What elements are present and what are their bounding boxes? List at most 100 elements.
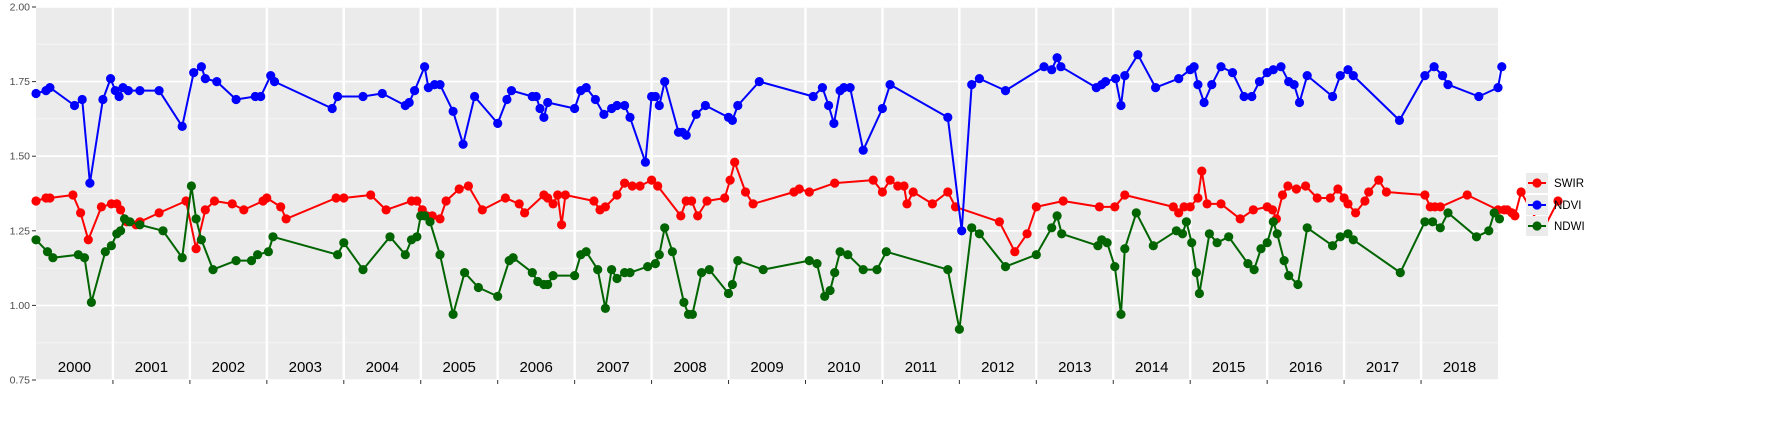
y-tick-label: 1.75 [10, 76, 31, 88]
data-point-ndvi [333, 91, 343, 102]
data-point-ndwi [954, 324, 965, 334]
data-point-ndwi [723, 288, 734, 299]
data-point-ndvi [612, 100, 622, 111]
data-point-ndwi [1243, 259, 1253, 269]
data-point-ndvi [1254, 77, 1265, 87]
data-point-ndvi [1474, 91, 1484, 102]
data-point-ndvi [543, 97, 553, 108]
year-label: 2017 [1366, 359, 1399, 376]
data-point-ndvi [1133, 50, 1143, 60]
data-point-swir [730, 157, 740, 167]
data-point-ndvi [98, 94, 108, 105]
data-point-swir [620, 178, 630, 188]
data-point-swir [653, 181, 663, 191]
data-point-ndwi [643, 262, 653, 272]
data-point-ndwi [186, 181, 196, 191]
data-point-ndvi [625, 112, 635, 122]
data-point-ndvi [581, 83, 591, 93]
data-point-ndvi [733, 100, 743, 111]
data-point-swir [1420, 190, 1430, 200]
data-point-swir [1435, 202, 1445, 212]
data-point-ndwi [881, 247, 891, 257]
data-point-ndvi [531, 91, 541, 102]
data-point-swir [366, 190, 376, 200]
data-point-ndwi [581, 247, 591, 257]
data-point-ndvi [1328, 91, 1338, 102]
data-point-ndwi [820, 291, 830, 301]
data-point-swir [635, 181, 645, 191]
data-point-swir [96, 202, 106, 212]
data-point-ndvi [1335, 71, 1345, 81]
data-point-ndwi [1262, 238, 1272, 248]
data-point-swir [1031, 202, 1041, 212]
data-point-ndvi [754, 77, 764, 87]
data-point-ndwi [158, 226, 168, 236]
data-point-ndvi [1207, 80, 1217, 90]
data-point-ndvi [1443, 80, 1453, 90]
data-point-swir [560, 190, 571, 200]
legend-label-ndwi: NDWI [1554, 221, 1585, 233]
data-point-ndvi [269, 77, 280, 87]
data-point-swir [899, 181, 909, 191]
data-point-swir [720, 193, 730, 203]
data-point-ndvi [957, 226, 967, 236]
data-point-swir [927, 199, 938, 209]
data-point-ndvi [404, 97, 414, 108]
data-point-ndvi [660, 77, 670, 87]
data-point-swir [76, 208, 86, 218]
data-point-ndvi [435, 80, 445, 90]
data-point-ndvi [1101, 77, 1111, 87]
data-point-swir [477, 205, 487, 215]
data-point-ndvi [1000, 86, 1011, 96]
data-point-ndvi [420, 62, 430, 72]
data-point-swir [1058, 196, 1068, 206]
data-point-ndwi [607, 265, 617, 275]
data-point-ndwi [843, 250, 853, 260]
data-point-swir [381, 205, 391, 215]
data-point-swir [520, 208, 530, 218]
data-point-swir [1022, 229, 1032, 239]
data-point-ndvi [1120, 71, 1130, 81]
data-point-ndwi [1279, 256, 1289, 266]
data-point-ndvi [858, 145, 868, 155]
data-point-swir [1216, 199, 1226, 209]
data-point-swir [548, 199, 558, 209]
data-point-ndvi [458, 139, 468, 149]
year-label: 2004 [366, 359, 399, 376]
data-point-ndwi [872, 265, 882, 275]
data-point-ndvi [640, 157, 651, 167]
data-point-ndvi [196, 62, 206, 72]
data-point-ndwi [79, 253, 90, 263]
data-point-ndvi [114, 91, 124, 102]
data-point-ndwi [1102, 238, 1112, 248]
data-point-ndvi [1497, 62, 1507, 72]
data-point-ndwi [812, 259, 822, 269]
data-point-ndwi [86, 297, 96, 307]
data-point-ndwi [1272, 229, 1282, 239]
data-point-swir [116, 205, 126, 215]
year-label: 2018 [1443, 359, 1476, 376]
data-point-ndwi [804, 256, 814, 266]
data-point-swir [725, 175, 735, 185]
data-point-swir [209, 196, 220, 206]
data-point-ndwi [612, 273, 622, 284]
data-point-ndvi [1276, 62, 1286, 72]
data-point-ndwi [667, 247, 678, 257]
data-point-swir [83, 235, 93, 245]
data-point-ndwi [116, 226, 126, 236]
data-point-swir [435, 214, 445, 224]
y-tick-label: 1.50 [10, 151, 31, 163]
data-point-ndwi [654, 250, 664, 260]
year-label: 2005 [443, 359, 476, 376]
data-point-swir [994, 217, 1005, 227]
data-point-swir [1248, 205, 1258, 215]
data-point-ndwi [1435, 223, 1445, 233]
data-point-ndvi [1429, 62, 1439, 72]
data-point-ndvi [123, 86, 133, 96]
data-point-swir [1374, 175, 1384, 185]
series-swir [31, 157, 1563, 257]
data-point-swir [902, 199, 912, 209]
data-point-ndvi [1394, 115, 1405, 125]
data-point-swir [627, 181, 637, 191]
